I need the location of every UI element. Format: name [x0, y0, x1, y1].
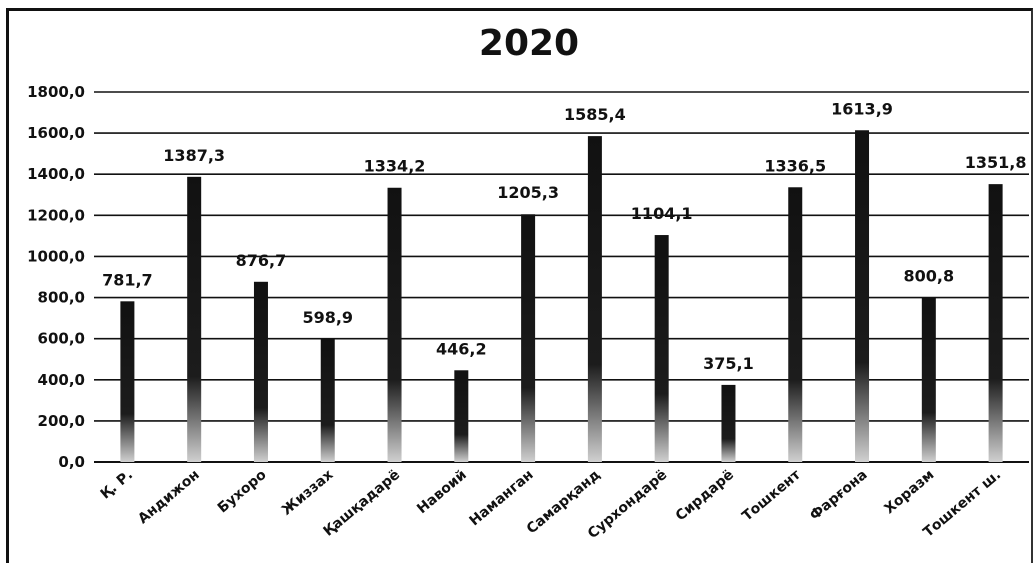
chart-title: 2020: [479, 23, 579, 64]
bar: [187, 176, 202, 463]
y-tick-label: 1800,0: [27, 83, 85, 101]
x-tick-label: Жиззах: [279, 467, 337, 519]
data-label: 446,2: [436, 339, 487, 358]
x-tick-label: Сирдарё: [673, 467, 737, 525]
data-label: 800,8: [904, 266, 955, 285]
bar: [320, 338, 335, 462]
data-label: 1334,2: [364, 157, 426, 176]
bar: [454, 370, 469, 462]
y-tick-label: 1000,0: [27, 247, 85, 265]
y-tick-label: 0,0: [58, 453, 85, 471]
data-label: 781,7: [102, 270, 153, 289]
data-label: 1336,5: [764, 156, 826, 175]
x-tick-label: Наманган: [467, 467, 537, 530]
y-tick-label: 800,0: [38, 289, 85, 307]
x-tick-label: Навоий: [414, 467, 470, 517]
data-label: 375,1: [703, 354, 754, 373]
y-tick-label: 400,0: [38, 371, 85, 389]
y-tick-label: 1400,0: [27, 165, 85, 183]
bar: [921, 297, 936, 462]
bar: [988, 184, 1003, 462]
bar: [721, 384, 736, 462]
data-label: 1205,3: [497, 183, 559, 202]
bars: [120, 130, 1003, 463]
data-labels: 781,7 1387,3 876,7 598,9 1334,2 446,2 1205,3 15…: [102, 99, 1026, 373]
y-tick-label: 1200,0: [27, 206, 85, 224]
bar: [654, 235, 669, 462]
bar: [253, 281, 268, 462]
x-tick-label: Фарғона: [807, 467, 871, 524]
bar: [387, 187, 402, 462]
bar: [788, 187, 803, 462]
x-tick-label: Тошкент: [739, 466, 804, 524]
y-tick-label: 1600,0: [27, 124, 85, 142]
y-tick-label: 600,0: [38, 330, 85, 348]
bar-chart: 2020 0,0 200,0 400,0 600,0 800,0 1000,0 1200,0…: [27, 23, 1029, 542]
data-label: 876,7: [236, 251, 287, 270]
data-label: 1104,1: [631, 204, 693, 223]
bar: [521, 214, 536, 462]
x-tick-label: Бухоро: [215, 467, 270, 517]
y-tick-label: 200,0: [38, 412, 85, 430]
data-label: 1351,8: [965, 153, 1027, 172]
data-label: 1585,4: [564, 105, 626, 124]
bar: [855, 130, 870, 462]
y-axis-ticks: 0,0 200,0 400,0 600,0 800,0 1000,0 1200,0 1400,…: [27, 83, 85, 471]
x-tick-label: Қ. Р.: [98, 467, 136, 503]
x-tick-label: Хоразм: [882, 467, 938, 517]
data-label: 598,9: [302, 308, 353, 327]
chart-frame: 2020 0,0 200,0 400,0 600,0 800,0 1000,0 1200,0…: [6, 8, 1033, 563]
bar: [120, 301, 135, 462]
gridlines: [94, 91, 1029, 463]
data-label: 1613,9: [831, 99, 893, 118]
bar: [587, 136, 602, 462]
data-label: 1387,3: [163, 146, 225, 165]
x-tick-label: Андижон: [135, 467, 203, 527]
